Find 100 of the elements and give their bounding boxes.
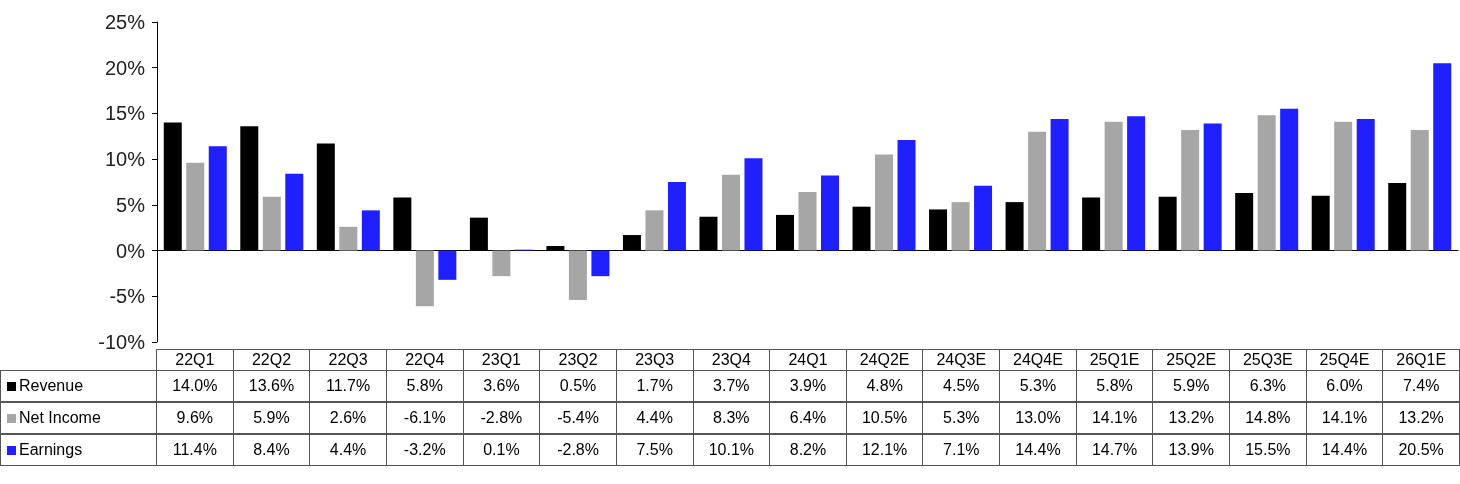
bar bbox=[285, 173, 304, 251]
data-label: -2.8% bbox=[539, 434, 617, 466]
data-label: 7.1% bbox=[922, 434, 1001, 466]
data-label: 3.9% bbox=[769, 370, 847, 402]
data-label: 10.5% bbox=[845, 402, 924, 434]
y-tick-label: 25% bbox=[104, 11, 146, 33]
bar bbox=[897, 139, 916, 251]
x-tick-label: 22Q1 bbox=[156, 349, 234, 371]
data-label: 14.1% bbox=[1075, 402, 1154, 434]
bar bbox=[339, 226, 358, 251]
data-label: 5.8% bbox=[1075, 370, 1154, 402]
data-label: 7.4% bbox=[1382, 370, 1460, 402]
bar bbox=[744, 158, 763, 251]
bar bbox=[591, 250, 610, 277]
bar bbox=[721, 174, 740, 251]
legend-label: Earnings bbox=[19, 441, 83, 459]
bar bbox=[645, 210, 664, 251]
data-label: 2.6% bbox=[309, 402, 387, 434]
data-label: 20.5% bbox=[1382, 434, 1460, 466]
bar bbox=[262, 196, 281, 251]
x-tick-label: 24Q2E bbox=[845, 349, 924, 371]
data-label: 6.4% bbox=[769, 402, 847, 434]
bar bbox=[1050, 118, 1069, 251]
bar bbox=[875, 154, 894, 251]
data-label: -3.2% bbox=[385, 434, 464, 466]
data-label: 1.7% bbox=[615, 370, 694, 402]
bar bbox=[1356, 118, 1375, 251]
data-label: 5.9% bbox=[232, 402, 311, 434]
data-label: -2.8% bbox=[462, 402, 541, 434]
x-tick-label: 25Q2E bbox=[1152, 349, 1231, 371]
bar bbox=[821, 175, 839, 251]
bar bbox=[1181, 129, 1200, 251]
data-label: 8.4% bbox=[232, 434, 311, 466]
data-label: 4.5% bbox=[922, 370, 1001, 402]
bar bbox=[1280, 108, 1299, 251]
x-tick-label: 23Q2 bbox=[539, 349, 617, 371]
x-tick-label: 23Q3 bbox=[615, 349, 694, 371]
bar bbox=[1410, 129, 1429, 251]
bar bbox=[186, 162, 205, 251]
data-label: 7.5% bbox=[615, 434, 694, 466]
bar bbox=[1203, 123, 1222, 251]
data-label: 4.4% bbox=[615, 402, 694, 434]
data-label: 4.8% bbox=[845, 370, 924, 402]
data-label: 11.7% bbox=[309, 370, 387, 402]
data-label: 13.6% bbox=[232, 370, 311, 402]
data-label: 14.1% bbox=[1305, 402, 1384, 434]
data-label: 13.2% bbox=[1152, 402, 1231, 434]
data-label: -6.1% bbox=[385, 402, 464, 434]
y-tick-label: 20% bbox=[104, 56, 146, 79]
data-label: 5.3% bbox=[999, 370, 1077, 402]
y-tick-label: 5% bbox=[116, 193, 146, 216]
data-label: 0.5% bbox=[539, 370, 617, 402]
bar bbox=[438, 250, 457, 280]
bar bbox=[798, 192, 817, 251]
bar bbox=[667, 182, 686, 251]
y-tick-label: -5% bbox=[109, 285, 146, 308]
data-label: 8.2% bbox=[769, 434, 847, 466]
bar bbox=[1127, 116, 1146, 251]
x-tick-label: 25Q3E bbox=[1229, 349, 1307, 371]
x-tick-label: 25Q4E bbox=[1305, 349, 1384, 371]
data-label: 14.4% bbox=[1305, 434, 1384, 466]
data-label: 14.4% bbox=[999, 434, 1077, 466]
data-label: 6.3% bbox=[1229, 370, 1307, 402]
data-label: 15.5% bbox=[1229, 434, 1307, 466]
x-tick-label: 23Q4 bbox=[692, 349, 771, 371]
data-label: 10.1% bbox=[692, 434, 771, 466]
data-label: 14.0% bbox=[156, 370, 234, 402]
x-tick-label: 24Q3E bbox=[922, 349, 1001, 371]
data-label: 13.0% bbox=[999, 402, 1077, 434]
x-tick-label: 22Q3 bbox=[309, 349, 387, 371]
bar bbox=[1257, 115, 1276, 251]
data-label: 14.7% bbox=[1075, 434, 1154, 466]
x-tick-label: 25Q1E bbox=[1075, 349, 1154, 371]
bar bbox=[1028, 131, 1047, 251]
legend-label: Revenue bbox=[19, 377, 84, 395]
data-label: 13.9% bbox=[1152, 434, 1231, 466]
x-tick-label: 24Q1 bbox=[769, 349, 847, 371]
data-label: -5.4% bbox=[539, 402, 617, 434]
data-label: 4.4% bbox=[309, 434, 387, 466]
y-tick-label: -10% bbox=[98, 331, 146, 353]
data-label: 0.1% bbox=[462, 434, 541, 466]
data-label: 5.3% bbox=[922, 402, 1001, 434]
data-label: 12.1% bbox=[845, 434, 924, 466]
data-label: 5.8% bbox=[385, 370, 464, 402]
bar bbox=[568, 250, 587, 300]
bar bbox=[415, 250, 434, 307]
data-label: 13.2% bbox=[1382, 402, 1460, 434]
x-tick-label: 22Q4 bbox=[385, 349, 464, 371]
y-tick-label: 15% bbox=[104, 102, 146, 125]
data-label: 5.9% bbox=[1152, 370, 1231, 402]
bar bbox=[492, 250, 511, 277]
bar bbox=[208, 146, 227, 251]
bar bbox=[361, 210, 380, 251]
x-tick-label: 22Q2 bbox=[232, 349, 311, 371]
x-tick-label: 23Q1 bbox=[462, 349, 541, 371]
bar bbox=[974, 185, 993, 251]
bar bbox=[951, 202, 970, 251]
data-label: 3.6% bbox=[462, 370, 541, 402]
data-label: 8.3% bbox=[692, 402, 771, 434]
bar bbox=[1334, 121, 1353, 251]
